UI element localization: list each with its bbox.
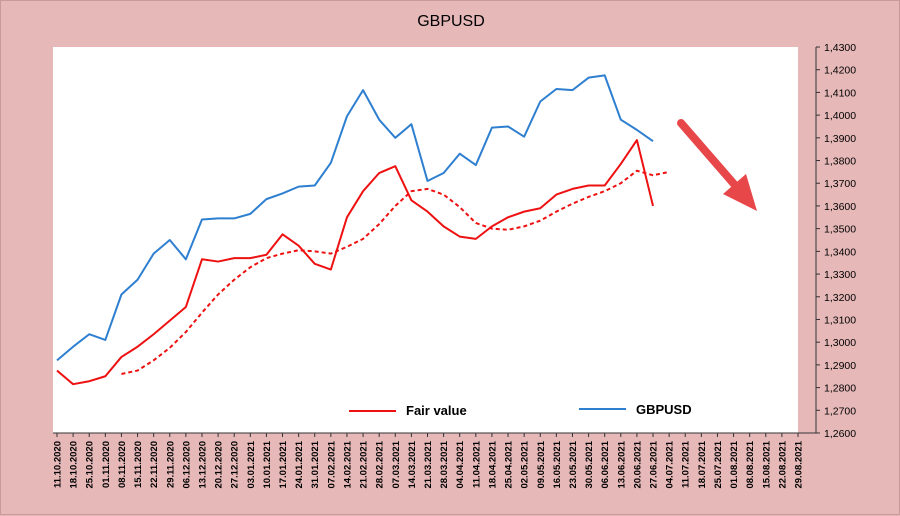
x-tick-label: 11.07.2021	[681, 440, 692, 488]
x-tick-label: 20.06.2021	[632, 440, 643, 488]
x-tick-label: 04.07.2021	[665, 440, 676, 488]
y-tick-label: 1,3000	[824, 337, 856, 349]
y-tick-label: 1,2800	[824, 383, 856, 395]
x-tick-label: 31.01.2021	[310, 440, 321, 488]
y-tick-label: 1,3700	[824, 178, 856, 190]
trend-arrow-head	[723, 174, 757, 211]
x-tick-label: 28.02.2021	[375, 440, 386, 488]
plot-area	[53, 47, 798, 433]
x-tick-label: 15.08.2021	[761, 440, 772, 488]
y-tick-label: 1,3100	[824, 314, 856, 326]
x-tick-label: 22.08.2021	[777, 440, 788, 488]
x-tick-label: 21.02.2021	[359, 440, 370, 488]
x-tick-label: 21.03.2021	[423, 440, 434, 488]
legend-label-fair-value: Fair value	[406, 403, 467, 418]
x-tick-label: 01.08.2021	[729, 440, 740, 488]
y-tick-label: 1,3500	[824, 224, 856, 236]
x-tick-label: 25.10.2020	[85, 441, 96, 489]
series-line-fair-value	[56, 139, 654, 386]
x-tick-label: 22.11.2020	[149, 441, 160, 488]
y-axis-ticks: 1,2600 1,2700 1,2800 1,2900 1,3000 1,3100 1,32…	[816, 42, 856, 440]
x-tick-label: 13.12.2020	[197, 441, 208, 489]
x-tick-label: 18.04.2021	[487, 440, 498, 488]
y-tick-label: 1,3200	[824, 292, 856, 304]
y-tick-label: 1,3400	[824, 246, 856, 258]
series-layer	[56, 74, 670, 386]
x-tick-label: 24.01.2021	[294, 440, 305, 488]
x-tick-label: 02.05.2021	[520, 440, 531, 488]
x-tick-label: 04.04.2021	[455, 440, 466, 488]
x-tick-label: 07.03.2021	[391, 440, 402, 488]
x-tick-label: 11.10.2020	[53, 441, 64, 488]
y-tick-label: 1,4200	[824, 65, 856, 77]
trend-arrow-shaft	[677, 119, 738, 188]
x-tick-label: 10.01.2021	[262, 440, 273, 488]
series-line-gbpusd	[56, 74, 654, 362]
chart-title: GBPUSD	[417, 13, 485, 30]
x-tick-label: 14.02.2021	[342, 440, 353, 488]
x-tick-label: 29.11.2020	[165, 441, 176, 488]
x-tick-label: 16.05.2021	[552, 440, 563, 488]
trend-arrow	[677, 119, 757, 211]
x-tick-label: 30.05.2021	[584, 440, 595, 488]
y-tick-label: 1,3900	[824, 133, 856, 145]
x-tick-label: 08.11.2020	[117, 441, 128, 488]
x-tick-label: 06.12.2020	[181, 441, 192, 489]
x-tick-label: 11.04.2021	[471, 440, 482, 488]
x-tick-label: 27.06.2021	[649, 440, 660, 488]
y-tick-label: 1,4000	[824, 110, 856, 122]
x-axis-ticks: 11.10.2020 18.10.2020 25.10.2020 01.11.2020…	[53, 433, 805, 489]
x-tick-label: 15.11.2020	[133, 441, 144, 488]
y-tick-label: 1,3300	[824, 269, 856, 281]
y-tick-label: 1,4100	[824, 87, 856, 99]
y-tick-label: 1,3600	[824, 201, 856, 213]
x-tick-label: 27.12.2020	[230, 441, 241, 489]
x-tick-label: 28.03.2021	[439, 440, 450, 488]
x-tick-label: 29.08.2021	[794, 440, 805, 488]
y-tick-label: 1,2600	[824, 428, 856, 440]
x-tick-label: 14.03.2021	[407, 440, 418, 488]
y-tick-label: 1,2900	[824, 360, 856, 372]
x-tick-label: 20.12.2020	[214, 441, 225, 489]
y-tick-label: 1,2700	[824, 405, 856, 417]
x-tick-label: 13.06.2021	[616, 440, 627, 488]
x-tick-label: 06.06.2021	[600, 440, 611, 488]
x-tick-label: 18.07.2021	[697, 440, 708, 488]
x-tick-label: 01.11.2020	[101, 441, 112, 488]
x-tick-label: 18.10.2020	[69, 441, 80, 489]
legend-label-gbpusd: GBPUSD	[636, 402, 692, 417]
legend: Fair value GBPUSD	[349, 402, 692, 418]
series-line-fair-value-trend	[121, 169, 670, 375]
y-tick-label: 1,3800	[824, 156, 856, 168]
x-tick-label: 03.01.2021	[246, 440, 257, 488]
x-tick-label: 25.07.2021	[713, 440, 724, 488]
x-tick-label: 08.08.2021	[745, 440, 756, 488]
x-tick-label: 17.01.2021	[278, 440, 289, 488]
x-tick-label: 23.05.2021	[568, 440, 579, 488]
y-tick-label: 1,4300	[824, 42, 856, 54]
x-tick-label: 25.04.2021	[504, 440, 515, 488]
x-tick-label: 07.02.2021	[326, 440, 337, 488]
x-tick-label: 09.05.2021	[536, 440, 547, 488]
